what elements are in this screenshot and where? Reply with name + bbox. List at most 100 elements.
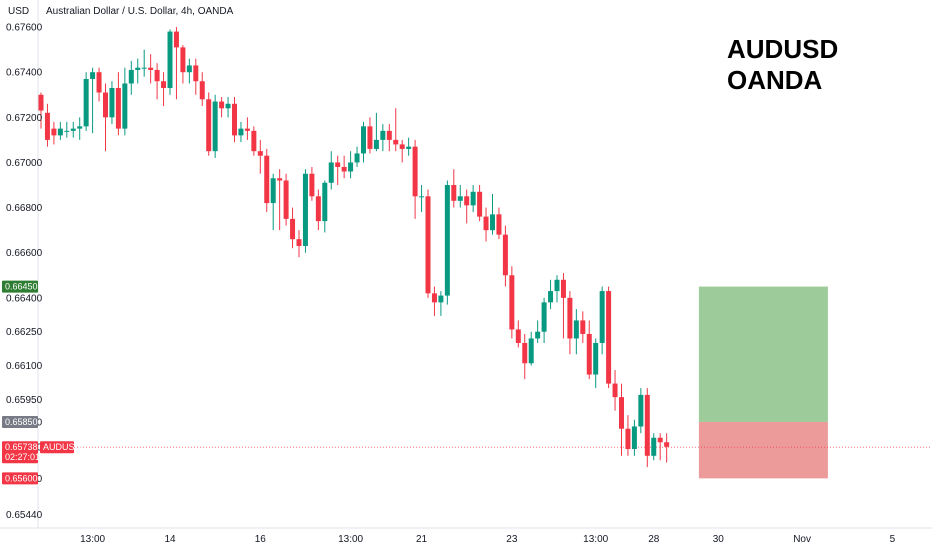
candle[interactable]: [599, 286, 605, 355]
candle[interactable]: [212, 94, 218, 158]
candle[interactable]: [586, 320, 592, 380]
candle[interactable]: [541, 297, 547, 343]
candle[interactable]: [38, 92, 44, 129]
candle[interactable]: [199, 72, 205, 107]
plot-area[interactable]: [38, 27, 932, 479]
candle[interactable]: [148, 54, 154, 84]
candle[interactable]: [341, 155, 347, 179]
candle[interactable]: [283, 173, 289, 226]
candle[interactable]: [651, 433, 657, 461]
candle[interactable]: [77, 117, 83, 140]
candle[interactable]: [373, 112, 379, 152]
candle[interactable]: [193, 58, 199, 95]
candle[interactable]: [554, 275, 560, 303]
candle[interactable]: [419, 185, 425, 213]
target-zone[interactable]: [698, 286, 828, 422]
candle[interactable]: [335, 155, 341, 186]
candle[interactable]: [431, 286, 437, 316]
candle[interactable]: [438, 291, 444, 316]
candle[interactable]: [502, 225, 508, 287]
candle[interactable]: [470, 185, 476, 213]
candle[interactable]: [548, 279, 554, 310]
candle[interactable]: [399, 139, 405, 163]
candle[interactable]: [638, 388, 644, 434]
candle[interactable]: [483, 207, 489, 242]
candle[interactable]: [657, 433, 663, 461]
candle[interactable]: [122, 67, 128, 136]
candle[interactable]: [186, 58, 192, 84]
candle[interactable]: [348, 151, 354, 179]
candle[interactable]: [528, 331, 534, 366]
candle[interactable]: [180, 45, 186, 84]
candle[interactable]: [361, 121, 366, 163]
time-axis[interactable]: 13:00 14 16 13:00 21 23 13:00 28 30 Nov 5: [0, 527, 932, 545]
candle[interactable]: [64, 121, 70, 138]
candle[interactable]: [115, 72, 121, 136]
candle[interactable]: [664, 433, 670, 463]
candle[interactable]: [606, 286, 612, 389]
candle[interactable]: [354, 146, 360, 167]
candle[interactable]: [580, 311, 586, 343]
candle[interactable]: [457, 185, 463, 208]
candle[interactable]: [83, 72, 89, 131]
candle[interactable]: [464, 189, 470, 224]
candle[interactable]: [264, 148, 270, 213]
candle[interactable]: [619, 383, 624, 456]
candle[interactable]: [244, 117, 250, 140]
candle[interactable]: [238, 121, 244, 143]
candle[interactable]: [128, 60, 134, 95]
candle[interactable]: [593, 338, 599, 389]
candle[interactable]: [167, 29, 173, 95]
candle[interactable]: [367, 117, 373, 154]
candle[interactable]: [412, 139, 418, 219]
candle[interactable]: [44, 103, 50, 147]
candle[interactable]: [103, 83, 108, 152]
candle[interactable]: [625, 415, 631, 456]
candle[interactable]: [109, 81, 115, 125]
candle[interactable]: [406, 137, 412, 156]
candle[interactable]: [393, 108, 399, 152]
candle[interactable]: [535, 320, 541, 343]
candle[interactable]: [451, 169, 457, 208]
candle[interactable]: [560, 273, 566, 339]
candle[interactable]: [257, 139, 263, 174]
candle[interactable]: [135, 58, 141, 84]
candle[interactable]: [154, 63, 160, 100]
candle[interactable]: [270, 173, 276, 231]
candle[interactable]: [277, 169, 283, 231]
candle[interactable]: [141, 49, 147, 77]
candle[interactable]: [322, 180, 328, 233]
candle[interactable]: [309, 166, 315, 201]
candle[interactable]: [161, 72, 167, 107]
candle[interactable]: [70, 121, 76, 138]
candle[interactable]: [57, 121, 63, 140]
candle[interactable]: [90, 67, 96, 134]
candle[interactable]: [232, 97, 237, 143]
candle[interactable]: [251, 126, 257, 156]
candle[interactable]: [96, 67, 102, 102]
candle[interactable]: [206, 92, 212, 156]
candle[interactable]: [425, 189, 431, 298]
candle[interactable]: [315, 189, 321, 231]
candle[interactable]: [290, 207, 296, 249]
candle[interactable]: [444, 180, 450, 305]
candle[interactable]: [328, 151, 334, 190]
candle[interactable]: [380, 124, 386, 152]
candle[interactable]: [225, 97, 231, 118]
candle[interactable]: [386, 124, 392, 152]
candle[interactable]: [219, 97, 225, 118]
candle[interactable]: [477, 185, 483, 222]
candle[interactable]: [522, 333, 528, 380]
candle[interactable]: [302, 169, 308, 253]
candle[interactable]: [631, 419, 637, 456]
candle[interactable]: [573, 309, 579, 355]
candle[interactable]: [496, 207, 502, 240]
candle[interactable]: [51, 121, 57, 145]
candle[interactable]: [173, 27, 179, 100]
candle[interactable]: [567, 291, 573, 355]
candle[interactable]: [644, 388, 650, 468]
candle[interactable]: [296, 230, 302, 258]
candle[interactable]: [612, 370, 618, 411]
candle[interactable]: [490, 194, 495, 235]
